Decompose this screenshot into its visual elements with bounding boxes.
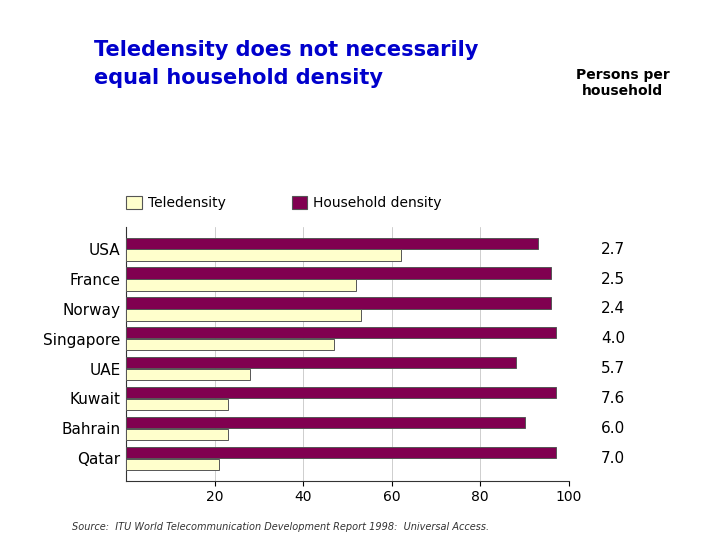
Text: equal household density: equal household density	[94, 68, 382, 87]
Bar	[126, 399, 228, 410]
Bar	[126, 458, 219, 470]
Text: Source:  ITU World Telecommunication Development Report 1998:  Universal Access.: Source: ITU World Telecommunication Deve…	[72, 522, 489, 532]
Bar	[126, 369, 250, 380]
Bar	[126, 429, 228, 440]
Text: 7.0: 7.0	[601, 451, 626, 465]
Text: Household density: Household density	[313, 195, 441, 210]
Text: Teledensity: Teledensity	[148, 195, 225, 210]
Text: 7.6: 7.6	[601, 391, 626, 406]
Bar	[126, 357, 516, 368]
Text: 2.5: 2.5	[601, 272, 626, 287]
Bar	[126, 339, 334, 350]
Text: Universal Service / Universal Access: Universal Service / Universal Access	[227, 11, 565, 29]
Text: 6.0: 6.0	[601, 421, 626, 436]
Text: Teledensity does not necessarily: Teledensity does not necessarily	[94, 40, 478, 60]
Text: 2.4: 2.4	[601, 301, 626, 316]
Bar	[126, 297, 551, 309]
Bar	[126, 447, 556, 458]
Bar	[126, 267, 551, 279]
Bar	[126, 309, 361, 321]
Bar	[126, 387, 556, 398]
Text: household: household	[582, 84, 663, 98]
Bar	[126, 279, 356, 291]
Bar	[126, 238, 538, 249]
Bar	[126, 249, 400, 261]
Text: Persons per: Persons per	[576, 68, 670, 82]
Text: 4.0: 4.0	[601, 331, 626, 346]
Bar	[126, 327, 556, 339]
Text: 2.7: 2.7	[601, 242, 626, 256]
Text: 5.7: 5.7	[601, 361, 626, 376]
Bar	[126, 417, 525, 428]
